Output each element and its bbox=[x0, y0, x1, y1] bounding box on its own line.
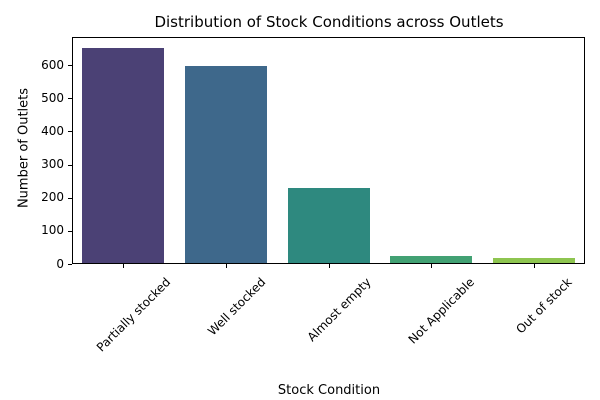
y-tick-label: 200 bbox=[41, 190, 64, 204]
x-tick-label: Almost empty bbox=[304, 275, 374, 345]
plot-area bbox=[72, 37, 585, 264]
y-tick-mark bbox=[68, 165, 72, 166]
y-tick-label: 400 bbox=[41, 124, 64, 138]
bar-almost-empty bbox=[287, 188, 370, 263]
x-tick-mark bbox=[123, 264, 124, 268]
y-tick-mark bbox=[68, 98, 72, 99]
x-tick-mark bbox=[329, 264, 330, 268]
x-tick-label: Out of stock bbox=[513, 275, 576, 337]
bar-out-of-stock bbox=[492, 258, 575, 263]
y-tick-label: 0 bbox=[56, 257, 64, 271]
y-tick-label: 600 bbox=[41, 58, 64, 72]
x-tick-mark bbox=[226, 264, 227, 268]
y-tick-label: 100 bbox=[41, 223, 64, 237]
y-tick-label: 300 bbox=[41, 157, 64, 171]
y-tick-mark bbox=[68, 231, 72, 232]
x-tick-mark bbox=[431, 264, 432, 268]
y-tick-mark bbox=[68, 65, 72, 66]
x-tick-label: Well stocked bbox=[204, 275, 268, 339]
bar-partially-stocked bbox=[82, 48, 165, 263]
y-tick-mark bbox=[68, 198, 72, 199]
x-tick-mark bbox=[534, 264, 535, 268]
x-axis-label: Stock Condition bbox=[277, 383, 381, 398]
y-tick-label: 500 bbox=[41, 91, 64, 105]
bar-not-applicable bbox=[390, 256, 473, 263]
bar-well-stocked bbox=[184, 66, 267, 263]
chart-title: Distribution of Stock Conditions across … bbox=[154, 13, 504, 31]
y-tick-mark bbox=[68, 264, 72, 265]
x-tick-label: Partially stocked bbox=[94, 275, 174, 355]
x-tick-label: Not Applicable bbox=[405, 275, 478, 347]
y-tick-mark bbox=[68, 131, 72, 132]
